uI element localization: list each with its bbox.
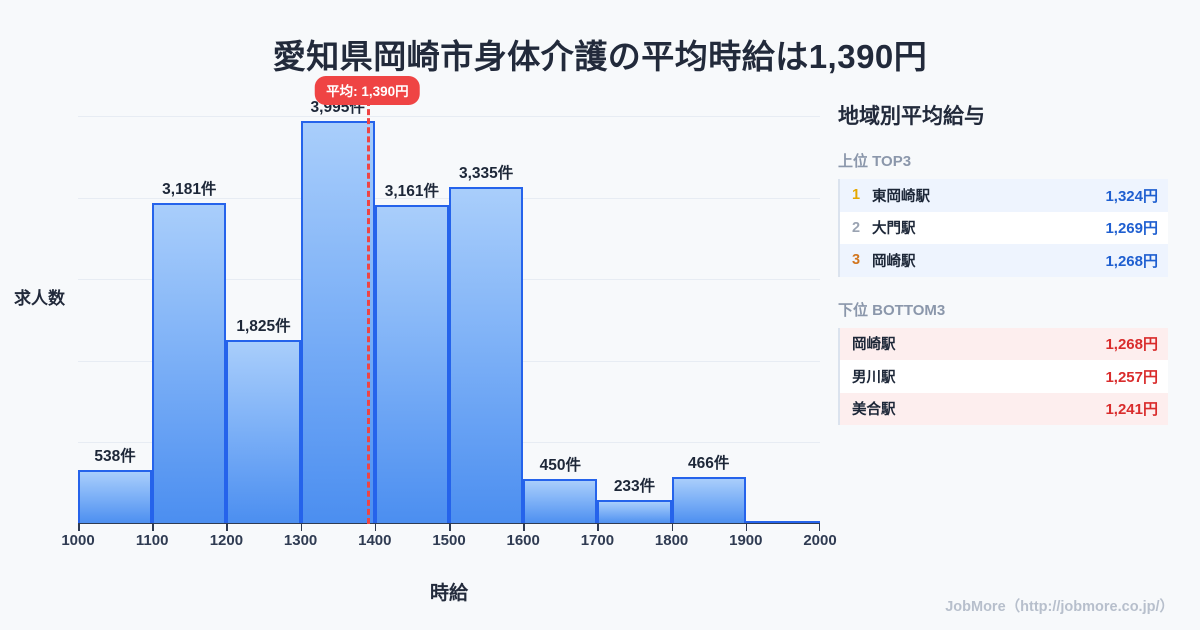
x-axis-tick	[374, 524, 377, 531]
top3-list: 1 東岡崎駅 1,324円 2 大門駅 1,269円 3 岡崎駅 1,268円	[838, 179, 1168, 277]
bar	[523, 478, 598, 524]
x-axis-tick	[152, 524, 154, 531]
bar-value-label: 450件	[539, 456, 581, 474]
x-axis-tick-label: 1000	[61, 532, 95, 549]
bar-value-label: 3,161件	[384, 182, 440, 200]
bottom3-list: 岡崎駅 1,268円男川駅 1,257円美合駅 1,241円	[838, 327, 1168, 425]
x-axis-tick	[300, 524, 303, 531]
x-axis-tick-label: 2000	[803, 532, 837, 549]
x-axis-tick	[523, 524, 525, 531]
bar	[226, 339, 301, 524]
wage-value: 1,241円	[1105, 401, 1158, 419]
footer-attribution: JobMore（http://jobmore.co.jp/）	[945, 599, 1174, 615]
top3-heading: 上位 TOP3	[838, 153, 912, 170]
x-axis-tick-label: 1600	[506, 532, 540, 549]
station-name: 東岡崎駅	[872, 188, 930, 205]
x-axis-tick-label: 1400	[358, 532, 392, 549]
bar-value-label: 1,825件	[236, 317, 291, 335]
bar	[671, 476, 746, 524]
bar-value-label: 3,181件	[162, 180, 217, 198]
region-salary-panel: 地域別平均給与 上位 TOP3 1 東岡崎駅 1,324円 2 大門駅 1,269円 3 岡崎…	[838, 100, 1168, 447]
bar	[300, 120, 375, 524]
x-axis-line	[78, 522, 820, 524]
rank-row[interactable]: 男川駅 1,257円	[840, 360, 1168, 393]
average-line	[367, 100, 371, 524]
x-axis-tick	[78, 524, 80, 531]
rank-row[interactable]: 美合駅 1,241円	[840, 392, 1168, 425]
x-axis-tick-label: 1700	[580, 532, 615, 549]
page-title: 愛知県岡崎市身体介護の平均時給は1,390円	[272, 38, 928, 75]
x-axis-tick-label: 1300	[283, 532, 318, 549]
bar-value-label: 466件	[688, 454, 730, 472]
rank-number: 2	[852, 219, 861, 236]
bar-value-label: 233件	[613, 478, 656, 496]
wage-value: 1,268円	[1105, 252, 1158, 270]
x-axis-tick-label: 1100	[135, 532, 169, 549]
rank-row[interactable]: 2 大門駅 1,269円	[840, 211, 1168, 244]
panel-title: 地域別平均給与	[838, 105, 985, 128]
rank-number: 3	[852, 252, 861, 269]
station-name: 岡崎駅	[852, 337, 896, 354]
rank-row[interactable]: 岡崎駅 1,268円	[840, 327, 1168, 360]
x-axis-tick	[226, 524, 228, 531]
x-axis-tick-label: 1200	[209, 532, 244, 549]
station-name: 大門駅	[872, 221, 916, 238]
bar	[597, 500, 672, 524]
bar-value-label: 3,335件	[458, 165, 514, 183]
station-name: 美合駅	[852, 402, 896, 419]
x-axis-tick-label: 1900	[729, 532, 763, 549]
wage-value: 1,324円	[1105, 187, 1158, 205]
x-axis-tick	[818, 524, 820, 531]
bar	[374, 204, 449, 524]
bar	[449, 187, 524, 524]
rank-row[interactable]: 1 東岡崎駅 1,324円	[840, 179, 1168, 212]
rank-row[interactable]: 3 岡崎駅 1,268円	[840, 244, 1168, 277]
x-axis-tick-label: 1800	[654, 532, 689, 549]
bottom3-heading: 下位 BOTTOM3	[838, 301, 946, 319]
bar-value-label: 538件	[94, 447, 136, 465]
average-badge: 平均: 1,390円	[315, 76, 420, 105]
x-axis-tick-label: 1500	[432, 532, 466, 549]
bar	[78, 469, 153, 524]
x-axis-tick	[745, 524, 748, 531]
wage-value: 1,257円	[1105, 368, 1158, 386]
x-axis-tick	[597, 524, 599, 531]
x-axis-tick	[671, 524, 674, 531]
x-axis-label: 時給	[429, 583, 468, 604]
wage-value: 1,268円	[1105, 336, 1158, 354]
rank-number: 1	[852, 187, 861, 204]
y-axis-label: 求人数	[14, 289, 65, 308]
plot-area: 538件 3,181件 1,825件 3,995件 3,161件 3,335件 450件 23…	[61, 76, 837, 549]
station-name: 男川駅	[852, 369, 896, 386]
histogram-chart: 求人数 538件 3,181件 1,825件 3,995件 3,161件 3,335件 45…	[0, 76, 837, 604]
gridline	[78, 116, 820, 118]
x-axis-tick	[449, 524, 451, 531]
station-name: 岡崎駅	[872, 253, 916, 270]
bar	[152, 202, 227, 524]
wage-value: 1,269円	[1105, 220, 1158, 238]
